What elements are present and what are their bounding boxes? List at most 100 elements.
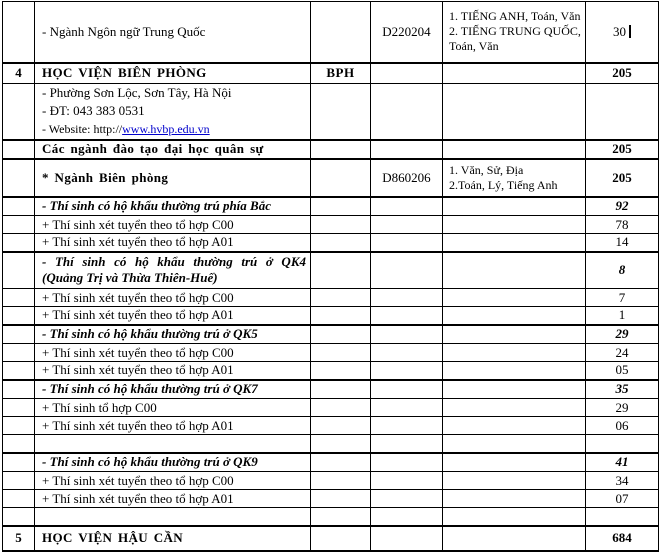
quota-cell <box>585 507 659 526</box>
name-cell: + Thí sinh xét tuyển theo tổ hợp C00 <box>34 471 311 490</box>
school-code-cell <box>310 361 371 380</box>
subjects-cell <box>442 489 586 508</box>
table-row: + Thí sinh xét tuyển theo tổ hợp C00 34 <box>2 471 659 490</box>
table-row: Các ngành đào tạo đại học quân sự 205 <box>2 138 659 159</box>
quota-cell: 205 <box>585 61 659 84</box>
table-row: + Thí sinh xét tuyển theo tổ hợp A01 1 <box>2 306 659 325</box>
major-code-cell <box>370 83 443 140</box>
subjects-cell <box>442 306 586 325</box>
table-row: + Thí sinh xét tuyển theo tổ hợp C00 78 <box>2 215 659 234</box>
name-cell: + Thí sinh xét tuyển theo tổ hợp A01 <box>34 306 311 325</box>
subjects-cell <box>442 323 586 344</box>
school-code-cell <box>310 398 371 417</box>
subjects-cell <box>442 61 586 84</box>
quota-cell <box>585 83 659 140</box>
quota-cell: 205 <box>585 157 659 197</box>
stt-cell <box>2 157 35 197</box>
name-line: (Quảng Trị và Thừa Thiên-Huế) <box>42 270 218 286</box>
school-code-cell <box>310 507 371 526</box>
stt-cell <box>2 507 35 526</box>
quota-cell: 29 <box>585 323 659 344</box>
name-cell: Các ngành đào tạo đại học quân sự <box>34 138 311 159</box>
subjects-cell <box>442 398 586 417</box>
subjects-cell <box>442 471 586 490</box>
quota-cell: 05 <box>585 361 659 380</box>
quota-cell: 41 <box>585 451 659 472</box>
major-code-cell <box>370 398 443 417</box>
table-row: + Thí sinh tổ hợp C00 29 <box>2 398 659 417</box>
quota-cell: 92 <box>585 195 659 216</box>
address-line: - Phường Sơn Lộc, Sơn Tây, Hà Nội <box>42 85 232 101</box>
school-code-cell <box>310 215 371 234</box>
table-row: 4 HỌC VIỆN BIÊN PHÒNG BPH 205 <box>2 61 659 84</box>
table-row: + Thí sinh xét tuyển theo tổ hợp A01 06 <box>2 416 659 435</box>
name-cell: HỌC VIỆN HẬU CẦN <box>34 524 311 551</box>
table-row: - Thí sinh có hộ khẩu thường trú ở QK7 3… <box>2 378 659 399</box>
stt-cell <box>2 83 35 140</box>
subjects-cell <box>442 378 586 399</box>
name-cell: + Thí sinh xét tuyển theo tổ hợp A01 <box>34 361 311 380</box>
name-cell: + Thí sinh xét tuyển theo tổ hợp A01 <box>34 489 311 508</box>
table-row <box>2 507 659 526</box>
table-row: + Thí sinh xét tuyển theo tổ hợp C00 24 <box>2 343 659 362</box>
quota-cell: 34 <box>585 471 659 490</box>
major-code-cell: D220204 <box>370 1 443 63</box>
subjects-cell <box>442 451 586 472</box>
major-code-cell <box>370 215 443 234</box>
major-code-cell <box>370 524 443 551</box>
major-code-cell <box>370 378 443 399</box>
address-cell: - Phường Sơn Lộc, Sơn Tây, Hà Nội - ĐT: … <box>34 83 311 140</box>
table-row: 5 HỌC VIỆN HẬU CẦN 684 <box>2 524 659 551</box>
school-code-cell <box>310 451 371 472</box>
quota-cell: 684 <box>585 524 659 551</box>
stt-cell: 5 <box>2 524 35 551</box>
subjects-cell <box>442 416 586 435</box>
school-code-cell <box>310 416 371 435</box>
name-cell: - Ngành Ngôn ngữ Trung Quốc <box>34 1 311 63</box>
school-code-cell <box>310 489 371 508</box>
name-line: - Thí sinh có hộ khẩu thường trú ở QK4 <box>42 254 306 270</box>
name-cell: - Thí sinh có hộ khẩu thường trú phía Bắ… <box>34 195 311 216</box>
school-code-cell <box>310 471 371 490</box>
stt-cell <box>2 471 35 490</box>
name-cell: - Thí sinh có hộ khẩu thường trú ở QK7 <box>34 378 311 399</box>
name-cell: + Thí sinh xét tuyển theo tổ hợp A01 <box>34 233 311 252</box>
stt-cell <box>2 361 35 380</box>
stt-cell <box>2 378 35 399</box>
subjects-cell <box>442 343 586 362</box>
quota-cell: 35 <box>585 378 659 399</box>
major-code-cell <box>370 288 443 307</box>
stt-cell <box>2 138 35 159</box>
stt-cell <box>2 398 35 417</box>
table-row: - Thí sinh có hộ khẩu thường trú phía Bắ… <box>2 195 659 216</box>
subjects-cell <box>442 288 586 307</box>
stt-cell <box>2 250 35 289</box>
name-cell: * Ngành Biên phòng <box>34 157 311 197</box>
website-link[interactable]: www.hvbp.edu.vn <box>122 122 210 137</box>
major-code-cell <box>370 233 443 252</box>
quota-cell: 7 <box>585 288 659 307</box>
stt-cell <box>2 323 35 344</box>
quota-cell: 1 <box>585 306 659 325</box>
school-code-cell <box>310 138 371 159</box>
subjects-cell <box>442 524 586 551</box>
quota-cell: 14 <box>585 233 659 252</box>
major-code-cell: D860206 <box>370 157 443 197</box>
stt-cell <box>2 343 35 362</box>
table-row: * Ngành Biên phòng D860206 1. Văn, Sử, Đ… <box>2 157 659 197</box>
table-row: - Ngành Ngôn ngữ Trung Quốc D220204 1. T… <box>2 1 659 63</box>
major-code-cell <box>370 434 443 453</box>
school-code-cell <box>310 250 371 289</box>
subjects-cell <box>442 361 586 380</box>
subject-combo: 1. TIẾNG ANH, Toán, Văn <box>449 9 581 24</box>
major-code-cell <box>370 138 443 159</box>
table-row: + Thí sinh xét tuyển theo tổ hợp A01 07 <box>2 489 659 508</box>
quota-value: 30 <box>613 23 626 39</box>
school-code-cell <box>310 378 371 399</box>
subject-combo: 2.Toán, Lý, Tiếng Anh <box>449 177 558 192</box>
subject-combo: 1. Văn, Sử, Địa <box>449 162 524 177</box>
major-code-cell <box>370 489 443 508</box>
name-cell: + Thí sinh xét tuyển theo tổ hợp C00 <box>34 288 311 307</box>
major-code-cell <box>370 416 443 435</box>
subjects-cell <box>442 434 586 453</box>
